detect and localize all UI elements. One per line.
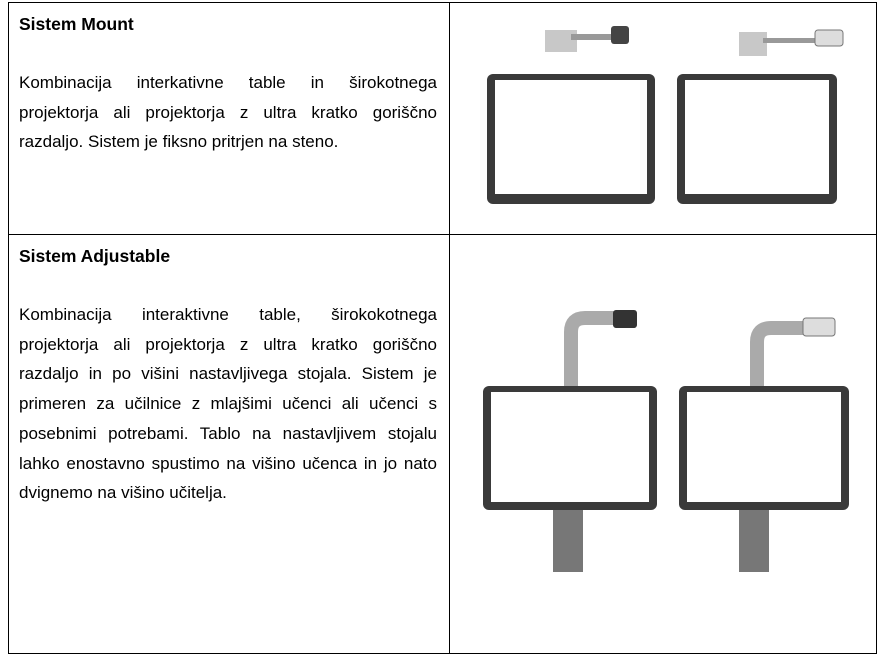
board (677, 29, 844, 204)
table-row: Sistem Mount Kombinacija interkativne ta… (8, 2, 877, 235)
text-cell: Sistem Adjustable Kombinacija interaktiv… (8, 234, 450, 654)
board (487, 26, 655, 204)
image-cell (449, 2, 877, 235)
image-cell (449, 234, 877, 654)
board (679, 317, 849, 572)
adjustable-image (483, 309, 849, 572)
row-text: Kombinacija interaktivne table, širokoko… (19, 305, 437, 503)
table-row: Sistem Adjustable Kombinacija interaktiv… (8, 234, 877, 654)
row-title: Sistem Mount (19, 14, 134, 34)
board (483, 309, 657, 572)
row-text: Kombinacija interkativne table in široko… (19, 73, 437, 152)
table: Sistem Mount Kombinacija interkativne ta… (8, 2, 877, 654)
text-cell: Sistem Mount Kombinacija interkativne ta… (8, 2, 450, 235)
row-title: Sistem Adjustable (19, 246, 171, 266)
mount-image (487, 26, 844, 204)
